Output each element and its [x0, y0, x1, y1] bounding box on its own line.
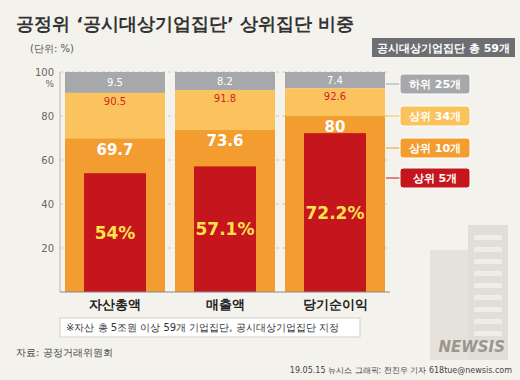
credit: 19.05.15 뉴시스 그래픽: 전진우 기자 618tue@newsis.c… [290, 366, 512, 375]
data-label: 73.6 [206, 132, 243, 150]
x-axis-line [60, 292, 390, 293]
legend-swatch [400, 138, 470, 158]
bar [65, 72, 165, 93]
data-labels: 9.5 8.2 7.4 90.5 91.8 92.6 69.7 73.6 80 54% 57.1% 7… [95, 75, 365, 242]
window [474, 331, 502, 336]
data-label: 72.2% [306, 203, 365, 223]
total-annotation: 공시대상기업집단 총 59개 [377, 42, 510, 55]
window [474, 295, 502, 300]
bar [285, 116, 385, 292]
bar [194, 166, 256, 292]
legend-label: 하위 25개 [409, 78, 461, 91]
data-label: 7.4 [327, 75, 343, 86]
bar [175, 90, 275, 292]
data-label: 80 [325, 118, 346, 136]
x-tick-label: 자산총액 [89, 297, 141, 312]
data-label: 9.5 [107, 77, 123, 88]
bar [285, 88, 385, 292]
bars [65, 72, 385, 292]
building-decoration [430, 225, 508, 360]
legend-label: 상위 34개 [409, 110, 461, 123]
legend-connector [386, 116, 400, 117]
data-label: 91.8 [214, 93, 236, 104]
x-tick-label: 당기순이익 [303, 297, 368, 312]
window [474, 271, 502, 276]
window [474, 319, 502, 324]
legend-connector [386, 178, 400, 179]
legend-swatch [400, 74, 470, 94]
legend-swatch [400, 168, 470, 188]
window [474, 247, 502, 252]
background [0, 0, 520, 380]
window [474, 283, 502, 288]
bar [175, 72, 275, 90]
legend-swatch [400, 106, 470, 126]
watermark: NEWSIS [438, 338, 505, 356]
window [474, 259, 502, 264]
note-box [60, 318, 360, 337]
x-tick-label: 매출액 [206, 297, 245, 312]
legend-label: 상위 5개 [413, 172, 457, 185]
bar [65, 139, 165, 292]
y-tick-label: 60 [41, 155, 54, 166]
y-axis-line [60, 72, 61, 292]
note: ※자산 총 5조원 이상 59개 기업집단, 공시대상기업집단 지정 [66, 322, 339, 333]
y-tick-label: 80 [41, 111, 54, 122]
window [474, 235, 502, 240]
y-tick-label: 40 [41, 199, 54, 210]
y-axis-label: % [45, 79, 54, 89]
data-label: 8.2 [217, 76, 233, 87]
data-label: 92.6 [324, 91, 346, 102]
legend-connector [386, 148, 400, 149]
legend-label: 상위 10개 [409, 142, 461, 155]
legend: 하위 25개상위 34개상위 10개상위 5개 [386, 74, 470, 188]
bar [84, 173, 146, 292]
total-box [372, 38, 515, 57]
bar [175, 130, 275, 292]
legend-connector [386, 84, 400, 85]
data-label: 90.5 [104, 96, 126, 107]
title: 공정위 ‘공시대상기업집단’ 상위집단 비중 [16, 13, 354, 34]
data-label: 57.1% [196, 219, 255, 239]
window [474, 307, 502, 312]
data-label: 54% [95, 223, 136, 243]
bar [304, 133, 366, 292]
data-label: 69.7 [96, 141, 133, 159]
source: 자료: 공정거래위원회 [16, 347, 113, 358]
bar [285, 72, 385, 88]
y-tick-label: 100 [35, 67, 54, 78]
subtitle: (단위: %) [30, 43, 74, 54]
bar [65, 93, 165, 292]
y-tick-label: 20 [41, 243, 54, 254]
